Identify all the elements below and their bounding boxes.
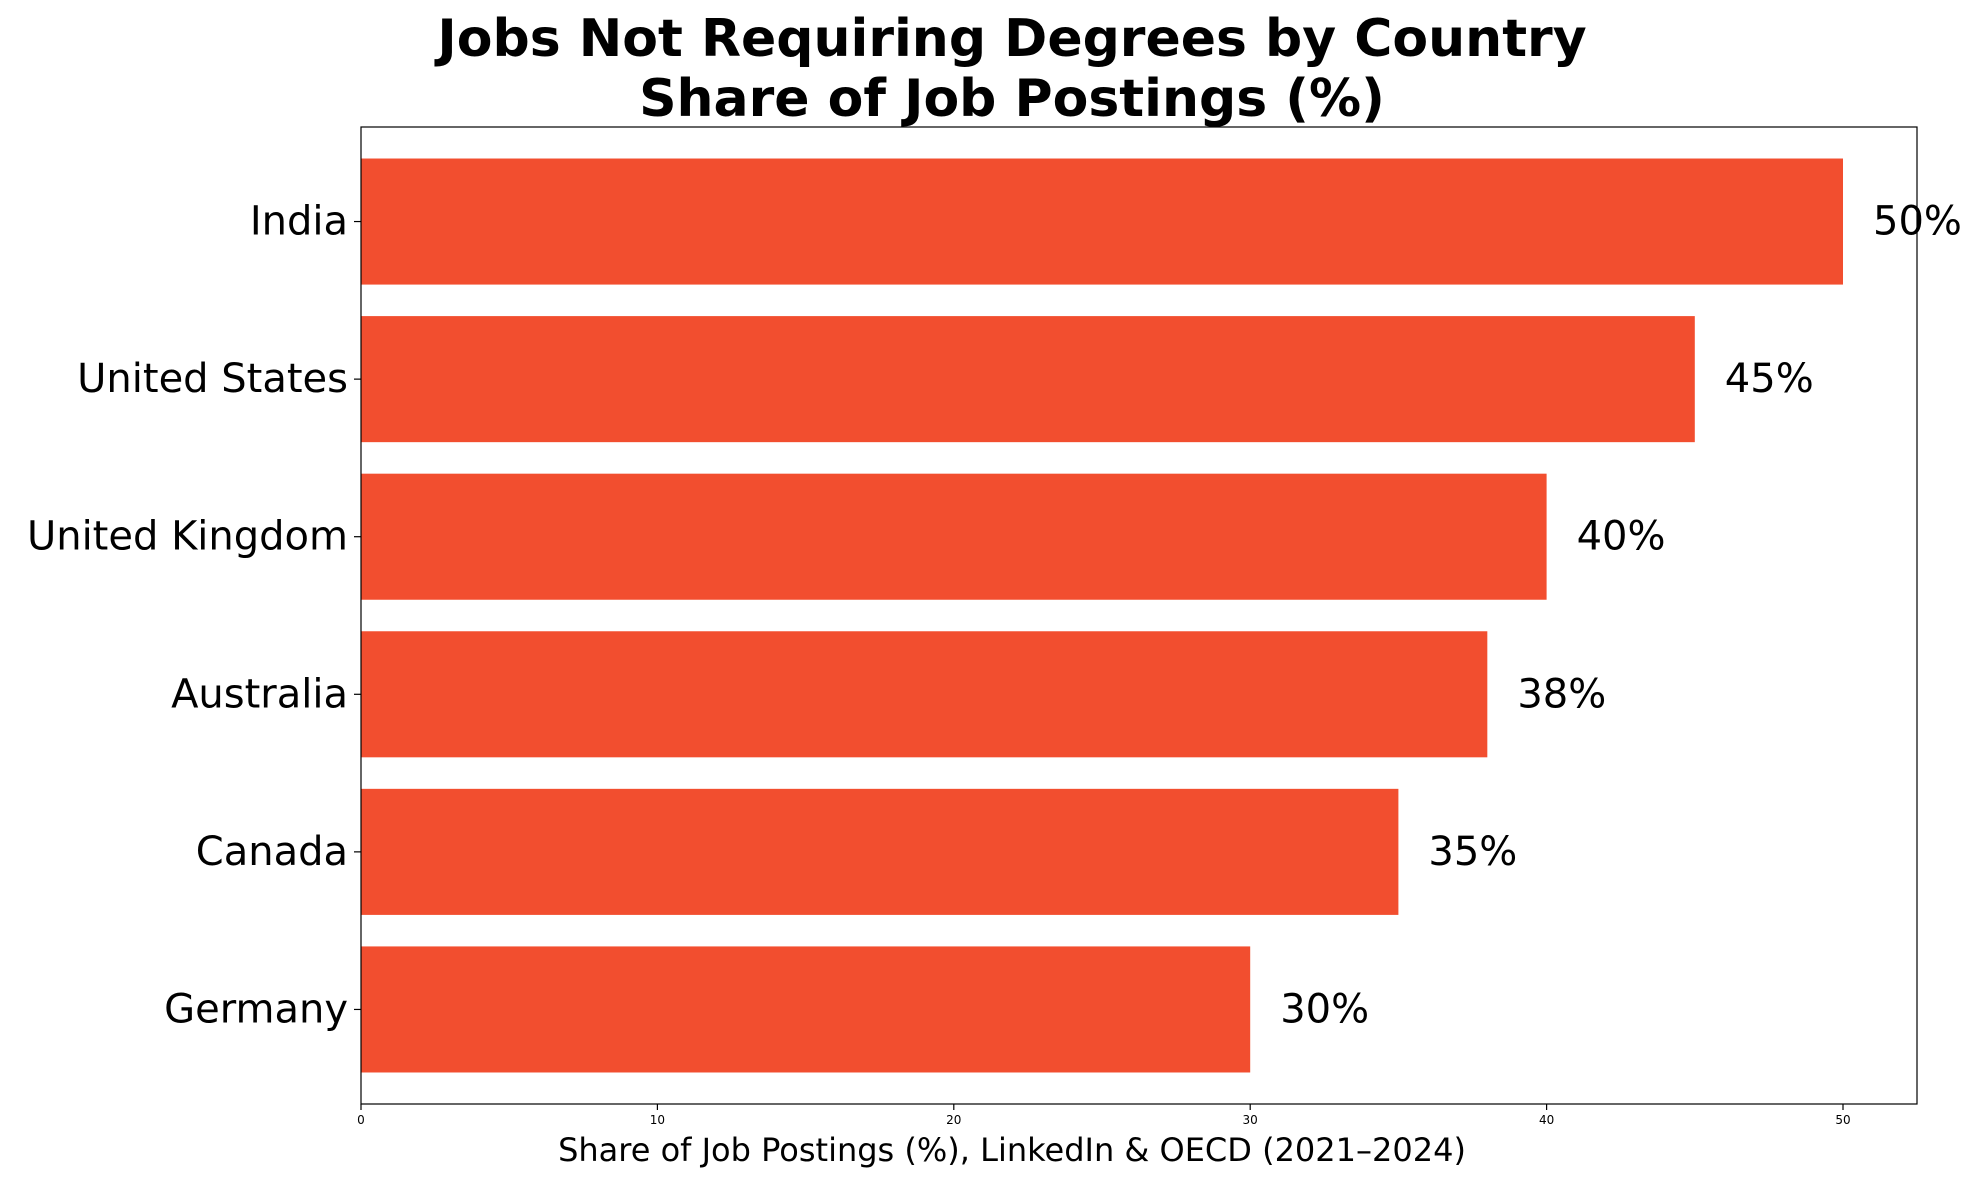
plot-frame — [360, 126, 1918, 1105]
x-tick-label-0: 0 — [357, 1113, 365, 1127]
y-axis-ticks: India United States United Kingdom Australi… — [27, 199, 361, 1032]
x-tick-label-30: 30 — [1243, 1113, 1258, 1127]
x-tick-label-50: 50 — [1835, 1113, 1850, 1127]
x-tick-label-20: 20 — [946, 1113, 961, 1127]
chart-title-line-2: Share of Job Postings (%) — [639, 69, 1385, 129]
bars-group — [361, 158, 1843, 1073]
bar-canada — [361, 788, 1399, 915]
bar-germany — [361, 946, 1251, 1073]
y-tick-label-united-states: United States — [77, 356, 348, 402]
y-tick-label-germany: Germany — [164, 986, 348, 1032]
data-label-united-kingdom: 40% — [1577, 514, 1666, 560]
y-tick-label-australia: Australia — [171, 671, 348, 717]
bar-india — [361, 158, 1843, 285]
data-label-australia: 38% — [1517, 671, 1606, 717]
x-axis-label: Share of Job Postings (%), LinkedIn & OE… — [558, 1131, 1466, 1169]
y-tick-label-united-kingdom: United Kingdom — [27, 514, 348, 560]
y-tick-label-canada: Canada — [196, 829, 348, 875]
x-tick-label-40: 40 — [1539, 1113, 1554, 1127]
chart-title-line-1: Jobs Not Requiring Degrees by Country — [434, 9, 1586, 69]
x-axis-ticks: 0 10 20 30 40 50 — [357, 1104, 1851, 1127]
x-tick-label-10: 10 — [650, 1113, 665, 1127]
y-tick-label-india: India — [250, 199, 348, 245]
bar-australia — [361, 631, 1488, 758]
bar-united-states — [361, 316, 1695, 443]
data-label-united-states: 45% — [1725, 356, 1814, 402]
bar-united-kingdom — [361, 473, 1547, 600]
data-label-germany: 30% — [1280, 986, 1369, 1032]
data-label-canada: 35% — [1428, 829, 1517, 875]
